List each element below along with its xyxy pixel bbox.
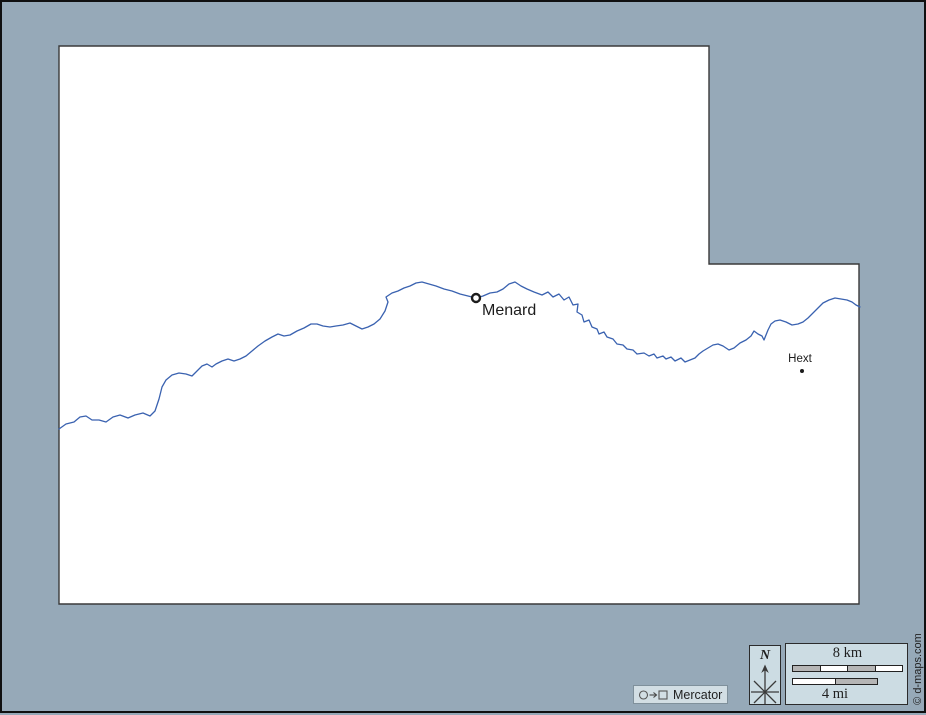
scale-segment bbox=[874, 666, 902, 671]
north-label: N bbox=[759, 648, 771, 663]
scale-segment bbox=[847, 666, 875, 671]
menard-marker-icon bbox=[470, 292, 482, 304]
place-label-hext: Hext bbox=[788, 353, 812, 365]
scale-mi-label: 4 mi bbox=[821, 686, 849, 702]
place-label-menard: Menard bbox=[482, 302, 537, 319]
scalebar-km-bar bbox=[792, 665, 903, 672]
scalebar-mi-bar bbox=[792, 678, 878, 685]
county-boundary bbox=[58, 45, 860, 605]
scale-km-label: 8 km bbox=[832, 645, 863, 661]
hext-marker-icon bbox=[800, 369, 804, 373]
river-path bbox=[58, 281, 861, 430]
scale-segment bbox=[793, 666, 820, 671]
projection-label: Mercator bbox=[673, 687, 723, 702]
circle-arrow-square-icon bbox=[638, 689, 668, 700]
north-arrow-icon bbox=[751, 664, 779, 704]
credit-text: © d-maps.com bbox=[912, 633, 924, 705]
projection-badge: Mercator bbox=[633, 685, 728, 704]
scalebar-panel: 8 km 4 mi bbox=[785, 643, 908, 705]
scale-segment bbox=[793, 679, 835, 684]
scale-segment bbox=[834, 679, 877, 684]
scale-segment bbox=[819, 666, 847, 671]
compass-panel: N bbox=[749, 645, 781, 705]
